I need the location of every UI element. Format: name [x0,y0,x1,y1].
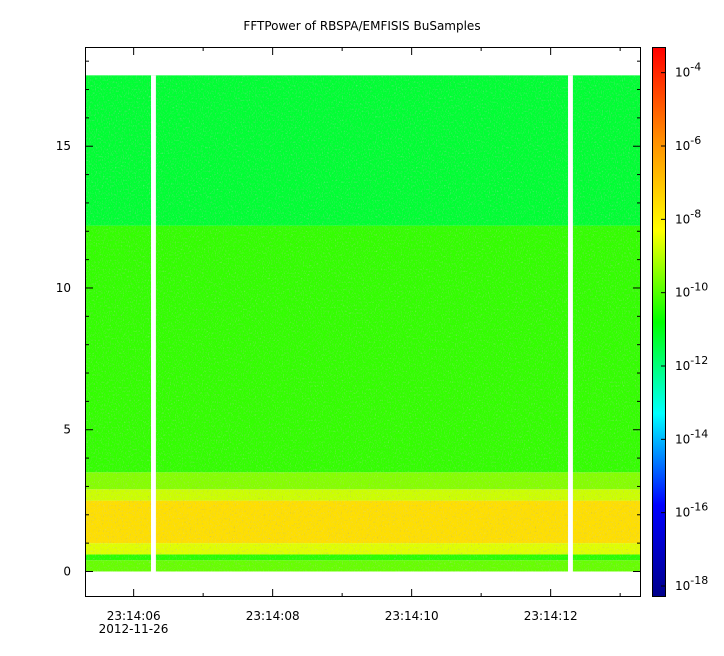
x-date-label: 2012-11-26 [99,622,169,636]
colorbar-tick-label: 10-4 [675,61,701,80]
colorbar-tick-label: 10-10 [675,281,708,300]
y-tick-label: 5 [63,423,71,437]
chart-title: FFTPower of RBSPA/EMFISIS BuSamples [243,19,480,33]
y-axis: 0 5 10 15 [56,60,641,578]
plot-area [85,47,641,597]
colorbar-ticks: 10-4 10-6 10-8 10-10 10-12 10-14 10-16 10-18 [661,61,708,593]
data-gap-1 [568,75,573,572]
colorbar-tick-label: 10-18 [675,574,708,593]
colorbar: 10-4 10-6 10-8 10-10 10-12 10-14 10-16 10-18 [652,47,708,597]
x-tick-label: 23:14:10 [385,609,439,623]
x-axis: 23:14:06 23:14:08 23:14:10 23:14:12 [107,47,621,623]
colorbar-tick-label: 10-6 [675,134,701,153]
y-tick-label: 0 [63,564,71,578]
plot-frame [85,47,641,597]
colorbar-tick-label: 10-8 [675,207,701,226]
data-gap-0 [151,75,156,572]
x-tick-label: 23:14:08 [246,609,300,623]
colorbar-tick-label: 10-16 [675,501,708,520]
x-tick-label: 23:14:12 [524,609,578,623]
x-tick-label: 23:14:06 [107,609,161,623]
data-gaps [151,75,573,572]
y-tick-label: 15 [56,139,71,153]
colorbar-tick-label: 10-14 [675,427,708,446]
colorbar-tick-label: 10-12 [675,354,708,373]
y-tick-label: 10 [56,281,71,295]
colorbar-scale [652,47,666,597]
spectrogram-texture [85,75,641,572]
